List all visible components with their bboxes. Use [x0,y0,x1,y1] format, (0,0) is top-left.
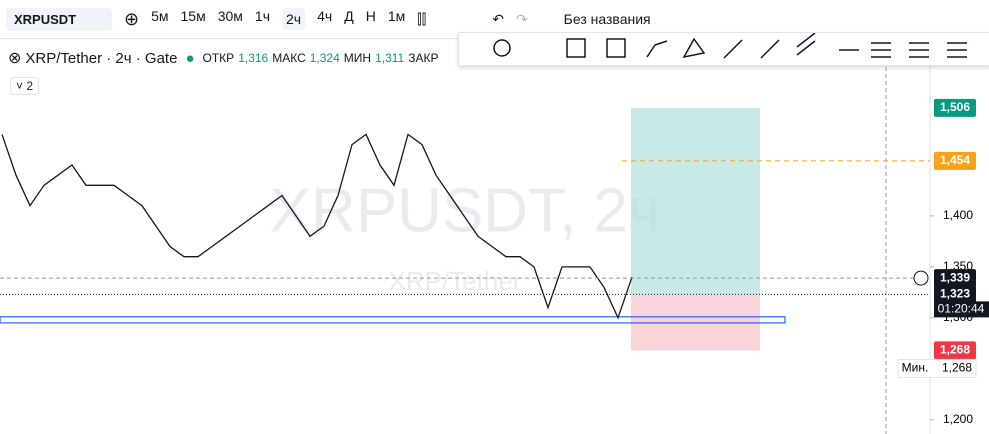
min-value: 1,268 [942,361,972,375]
undo[interactable]: ↶ [492,10,504,27]
interval[interactable]: 4ч [317,8,333,24]
intervals: 5м 15м 30м 1ч 2ч 4ч Д Н 1м [145,8,411,30]
price-tag-label: 1,323 [940,287,970,301]
drawing-toolbar [458,32,989,66]
symbol[interactable]: XRPUSDT [6,7,112,31]
price-tag [934,151,976,170]
interval[interactable]: Н [365,8,376,24]
status-dot: ● [185,49,195,67]
price-tag [934,285,976,304]
chart-type[interactable]: ⫿⫿ [417,10,427,27]
drawing-tools [493,32,967,59]
zone [0,316,786,324]
interval[interactable]: 1м [387,8,406,24]
indicators-count: 2 [26,79,34,93]
watermark-sub: XRP/Tether [389,266,522,296]
ohlc-key: ОТКР [202,51,235,65]
interval[interactable]: 15м [180,8,206,24]
ohlc-key: ЗАКР [408,51,439,65]
layout-name[interactable]: Без названия [563,11,651,27]
watermark: XRPUSDT, 2ч [270,176,661,245]
price-tag-label: 1,506 [940,100,970,114]
price-tag [934,269,976,288]
min-tag [897,358,977,378]
add-alert [913,270,929,286]
interval[interactable]: 2ч [282,8,306,30]
close-icon[interactable]: ⊗ [8,50,22,67]
interval[interactable]: 30м [217,8,243,24]
countdown-bg [934,301,989,318]
y-tick-label: 1,400 [943,208,973,222]
interval[interactable]: 5м [151,8,169,24]
min-title: Мин. [902,361,929,375]
price-tag [934,341,976,360]
ohlc-value: 1,316 [238,51,269,65]
ohlc-key: МАКС [272,51,306,65]
price-tag-label: 1,454 [940,153,970,167]
profit-zone [631,107,760,296]
ohlc-value: 1,311 [375,51,405,65]
indicators-toggle[interactable]: ˅ 2 [10,77,40,95]
price-tag-label: 1,268 [940,343,970,357]
price-tag [934,98,976,117]
interval[interactable]: Д [344,8,354,24]
countdown: 01:20:44 [938,302,985,316]
legend-title: XRP/Tether · 2ч · Gate [25,49,178,67]
y-tick-label: 1,200 [943,412,973,426]
redo[interactable]: ↷ [515,10,528,27]
legend: ⊗ XRP/Tether · 2ч · Gate ● ОТКР 1,316 МАК… [8,48,438,68]
price-tag-label: 1,339 [940,270,970,284]
price-line [1,133,633,320]
add-symbol[interactable]: ⊕ [124,8,140,29]
ohlc-value: 1,324 [309,51,340,65]
interval[interactable]: 1ч [254,8,271,24]
ohlc-key: МИН [343,51,372,65]
